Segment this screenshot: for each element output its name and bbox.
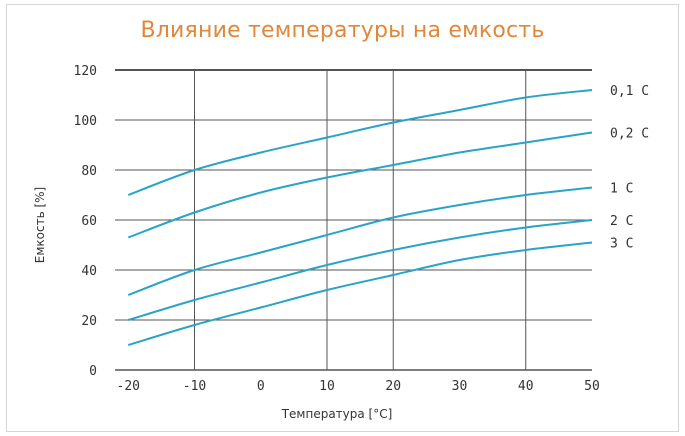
y-tick-label: 100: [74, 114, 97, 129]
y-tick-label: 0: [89, 364, 97, 379]
x-tick-label: -10: [183, 379, 206, 394]
series-label-4: 2 C: [610, 214, 633, 229]
chart-title: Влияние температуры на емкость: [140, 18, 545, 43]
y-tick-label: 20: [81, 314, 97, 329]
series-label-3: 1 C: [610, 182, 633, 197]
series-line-5: [127, 241, 593, 346]
y-tick-label: 40: [81, 264, 97, 279]
series-label-2: 0,2 C: [610, 127, 649, 142]
series-label-5: 3 C: [610, 237, 633, 252]
chart-frame: [6, 4, 679, 432]
series-line-2: [127, 131, 593, 239]
x-tick-label: 30: [452, 379, 468, 394]
y-axis-title: Емкость [%]: [33, 187, 47, 263]
y-tick-label: 60: [81, 214, 97, 229]
x-tick-labels: -20 -10 0 10 20 30 40 50: [117, 379, 600, 394]
y-tick-label: 120: [74, 64, 97, 79]
x-tick-label: -20: [117, 379, 140, 394]
series-line-4: [127, 219, 593, 321]
series-lines: [127, 89, 593, 346]
series-labels: 0,1 C 0,2 C 1 C 2 C 3 C: [610, 84, 649, 252]
x-tick-label: 40: [518, 379, 534, 394]
series-line-3: [127, 186, 593, 296]
x-tick-label: 0: [257, 379, 265, 394]
x-tick-label: 20: [385, 379, 401, 394]
y-tick-label: 80: [81, 164, 97, 179]
grid: [115, 69, 592, 371]
x-tick-label: 50: [584, 379, 600, 394]
x-axis-title: Температура [°C]: [281, 407, 393, 421]
series-line-1: [127, 89, 593, 196]
x-tick-label: 10: [319, 379, 335, 394]
y-tick-labels: 0 20 40 60 80 100 120: [74, 64, 97, 379]
series-label-1: 0,1 C: [610, 84, 649, 99]
